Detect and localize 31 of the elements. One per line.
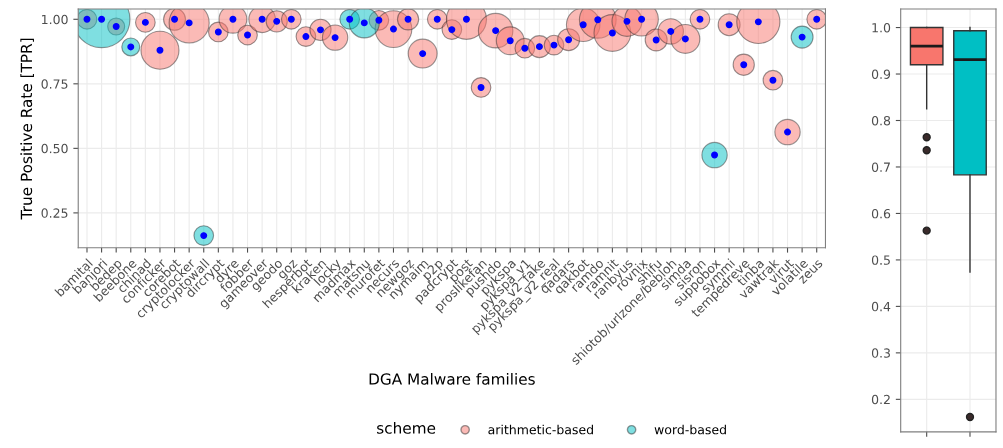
legend-title: scheme: [377, 421, 436, 434]
y-tick-label: 0.3: [871, 348, 890, 358]
x-axis-title: DGA Malware families: [369, 372, 535, 385]
y-tick-label: 0.8: [871, 115, 891, 126]
point: [462, 15, 470, 23]
y-tick-label: 0.75: [41, 79, 68, 89]
y-tick-label: 0.5: [871, 255, 890, 265]
point: [579, 21, 587, 29]
point: [492, 27, 500, 35]
y-tick-label: 0.6: [871, 208, 891, 219]
y-tick-label: 0.2: [871, 394, 890, 405]
y-tick-label: 0.7: [871, 162, 890, 172]
point: [83, 15, 91, 23]
y-tick-label: 1.00: [42, 14, 68, 25]
point: [112, 23, 120, 30]
y-tick-label: 0.50: [41, 143, 68, 154]
legend-label: arithmetic-based: [488, 424, 593, 435]
point: [608, 29, 616, 37]
point: [156, 46, 164, 54]
y-axis-title: True Positive Rate [TPR]: [20, 38, 34, 220]
point: [594, 16, 602, 24]
point: [185, 19, 193, 27]
y-tick-label: 0.9: [871, 69, 891, 79]
y-tick-label: 1.0: [872, 23, 891, 33]
point: [638, 15, 646, 23]
y-tick-label: 0.4: [871, 301, 891, 312]
legend-label: word-based: [654, 424, 726, 435]
point: [98, 15, 106, 23]
y-tick-label: 0.25: [41, 208, 68, 218]
point: [390, 25, 397, 33]
point: [754, 18, 762, 26]
